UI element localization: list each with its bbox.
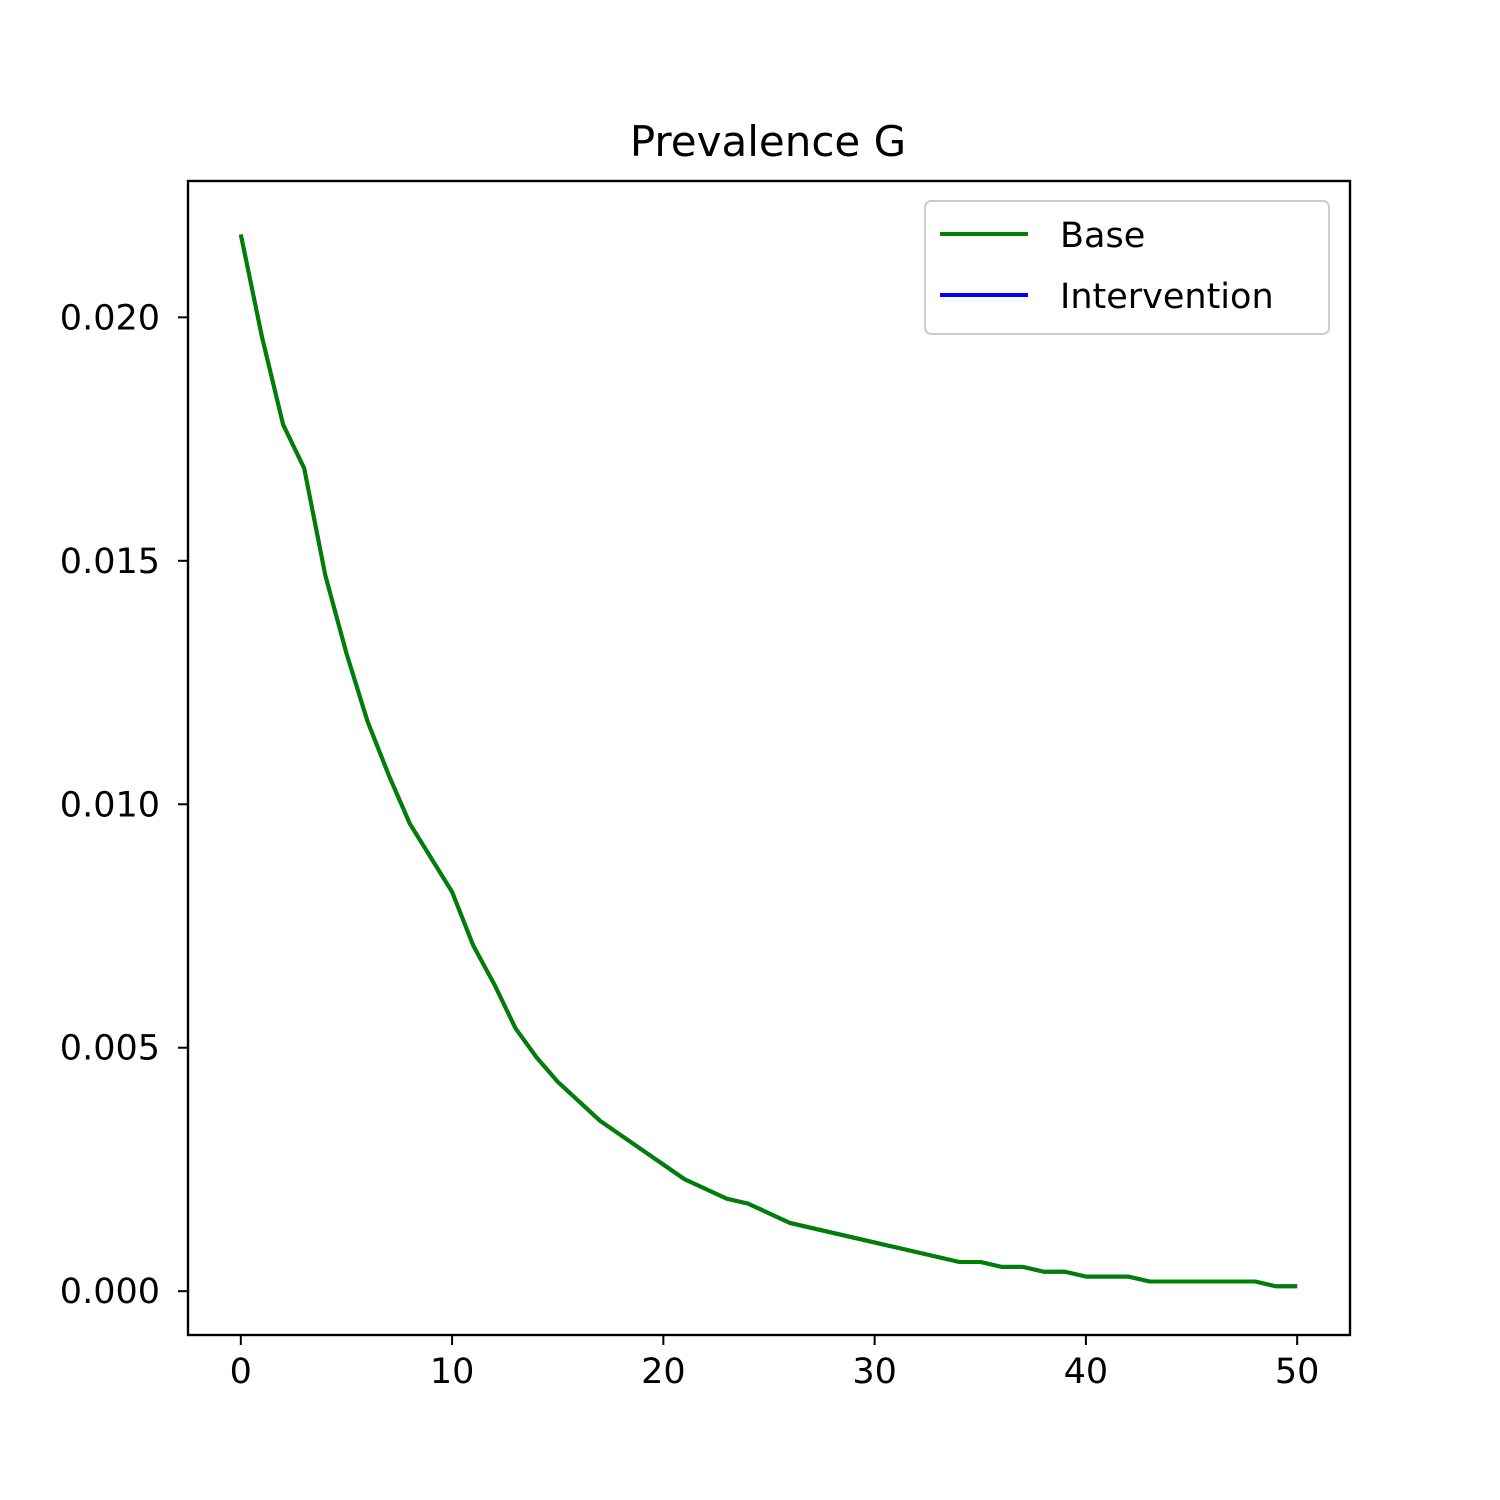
x-tick-label: 50: [1275, 1352, 1320, 1392]
chart-title: Prevalence G: [630, 117, 906, 166]
plot-area: [238, 234, 1298, 1289]
y-tick-label: 0.005: [60, 1029, 160, 1069]
legend: Base Intervention: [924, 200, 1330, 335]
y-tick-label: 0.015: [60, 542, 160, 582]
series-line-base: [238, 234, 1298, 1289]
y-axis: 0.000 0.005 0.010 0.015 0.020: [60, 298, 188, 1312]
x-tick-label: 20: [641, 1352, 686, 1392]
plot-frame: [186, 179, 1352, 1337]
y-tick-label: 0.000: [60, 1272, 160, 1312]
x-tick-label: 40: [1064, 1352, 1109, 1392]
x-tick-label: 10: [430, 1352, 475, 1392]
y-tick-label: 0.010: [60, 785, 160, 825]
x-tick-label: 0: [230, 1352, 252, 1392]
x-axis: 0 10 20 30 40 50: [230, 1335, 1320, 1392]
x-tick-label: 30: [852, 1352, 897, 1392]
y-tick-label: 0.020: [60, 298, 160, 338]
legend-label-base: Base: [1060, 216, 1145, 256]
legend-label-intervention: Intervention: [1060, 277, 1274, 317]
